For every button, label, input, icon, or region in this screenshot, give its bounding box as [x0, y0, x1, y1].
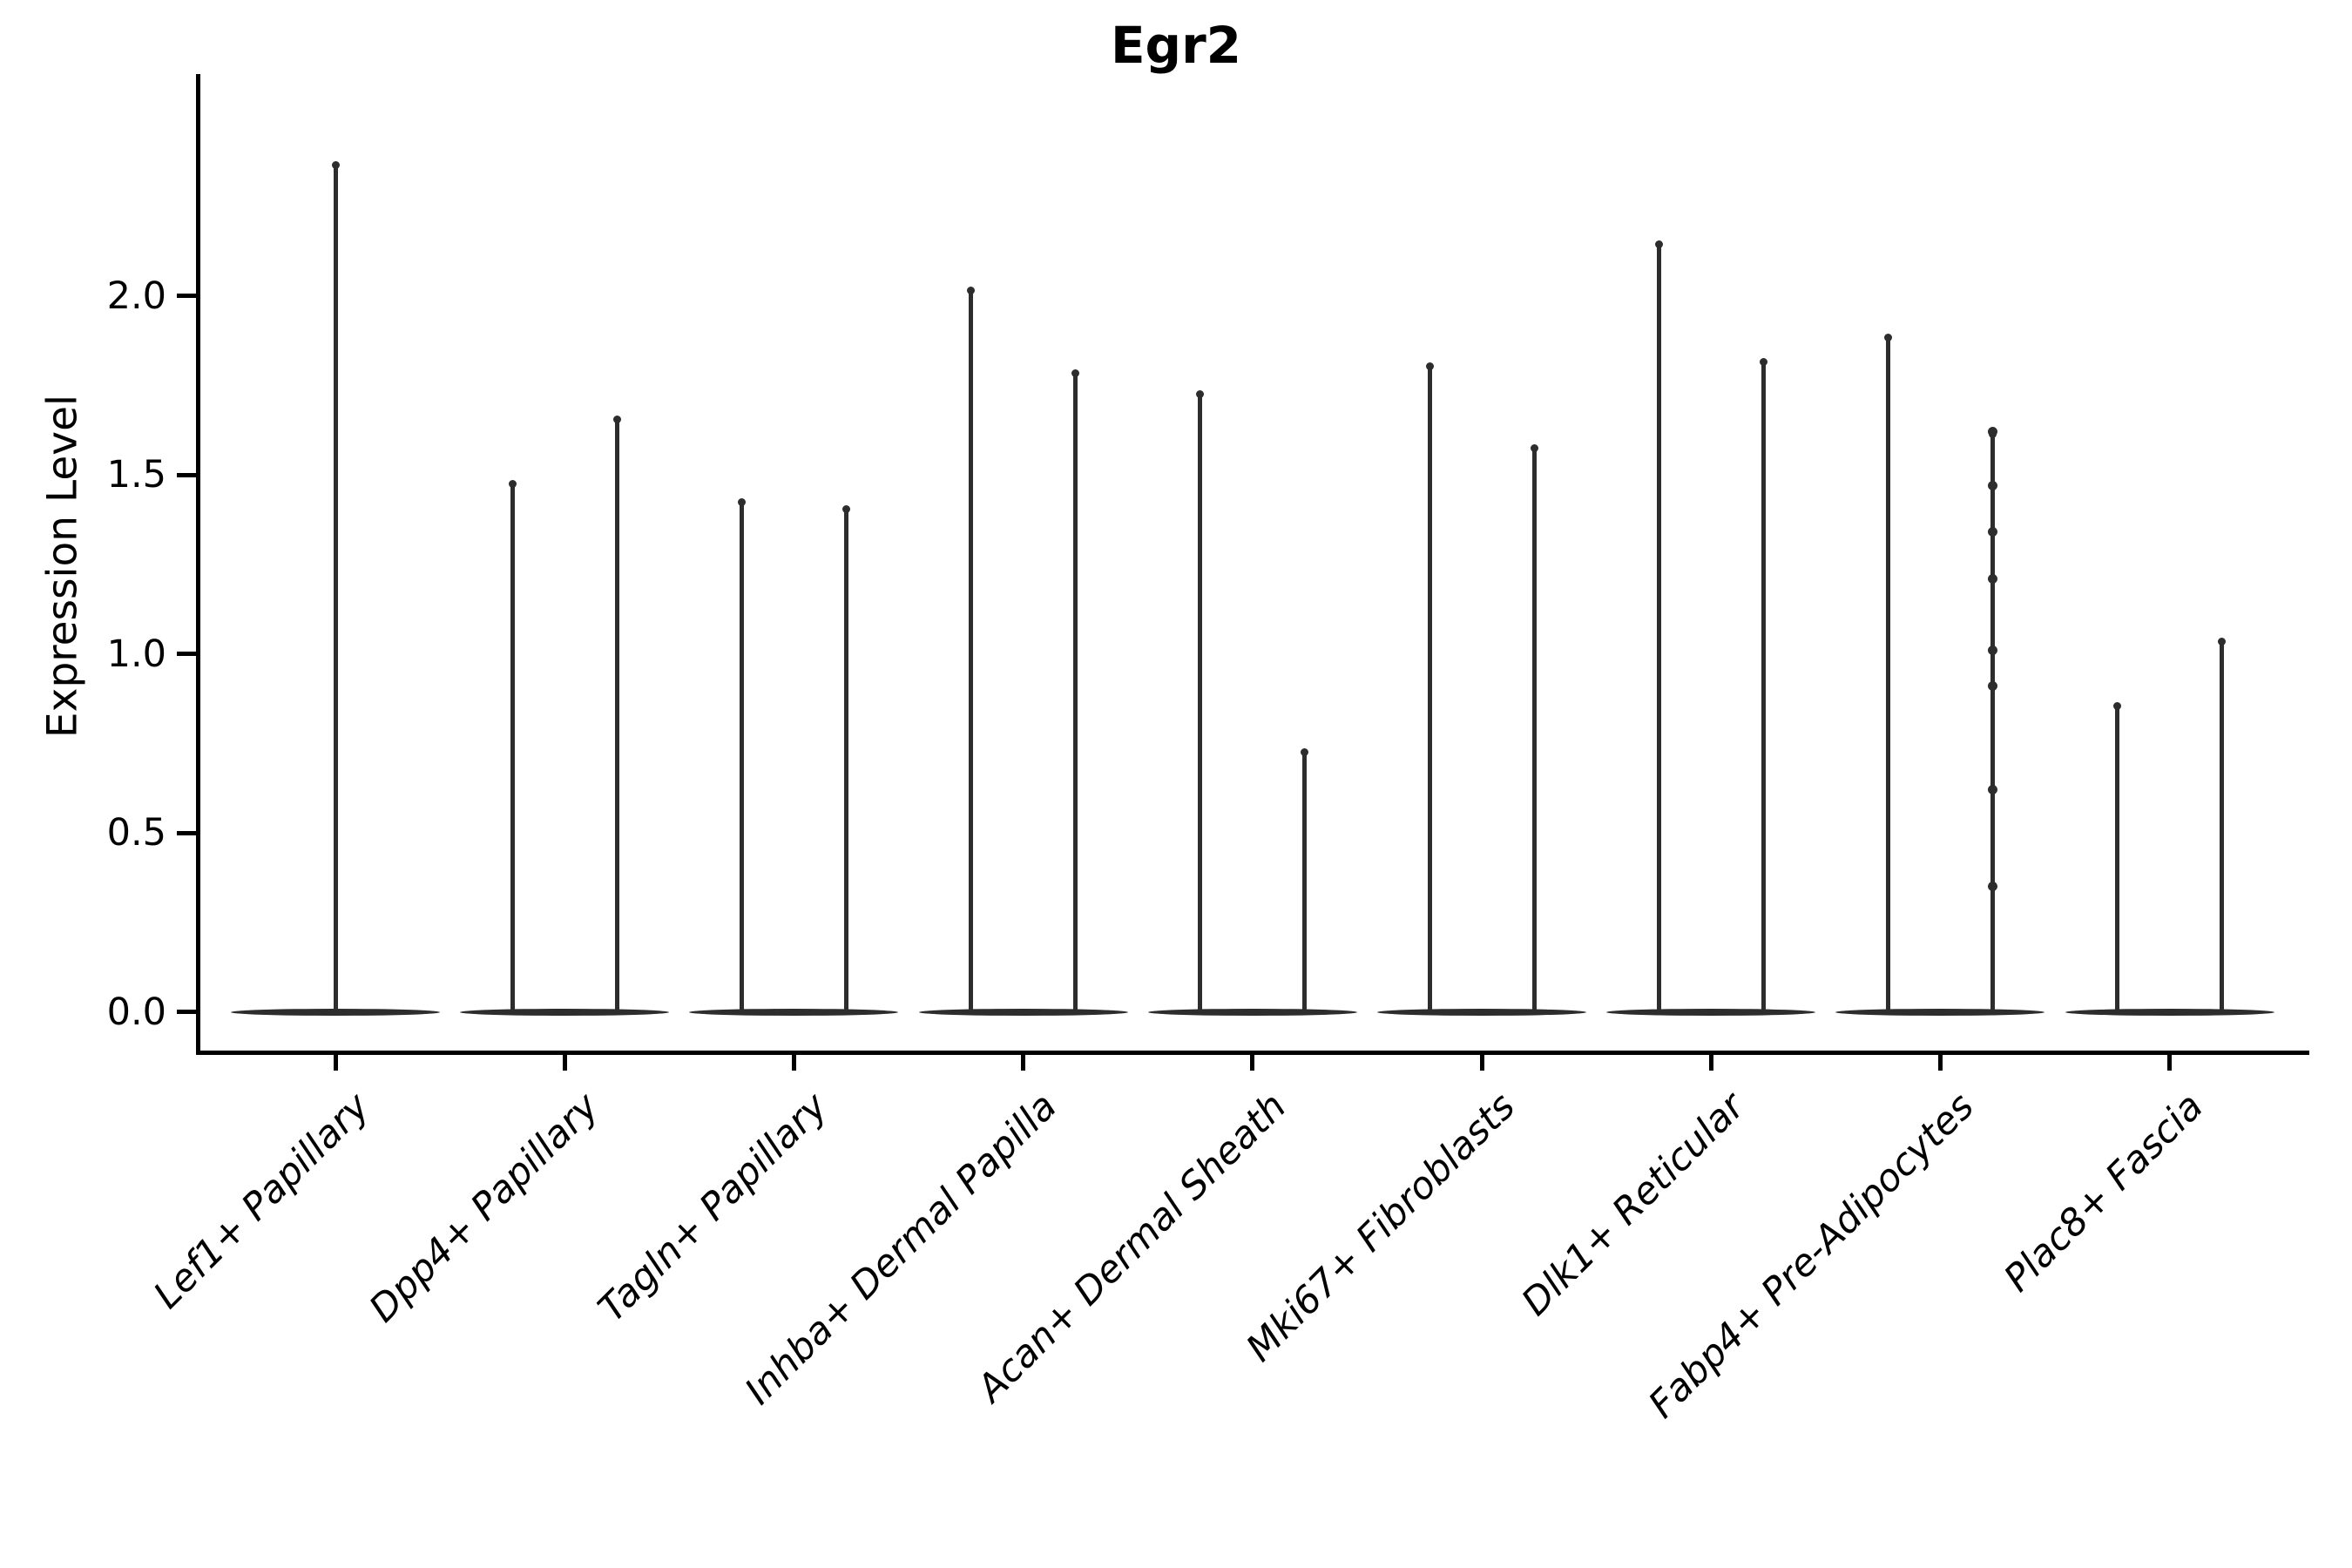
- y-tick: [177, 472, 196, 477]
- stem-cap: [331, 161, 340, 170]
- stem-cap: [1883, 333, 1892, 341]
- x-axis-spine: [196, 1051, 2309, 1055]
- violin-stem: [969, 288, 974, 1015]
- y-tick-label: 0.0: [106, 990, 166, 1034]
- data-point: [1987, 427, 1997, 437]
- y-axis-spine: [196, 74, 200, 1055]
- violin-base: [1377, 1008, 1586, 1016]
- violin-base: [1147, 1008, 1357, 1016]
- y-tick: [177, 830, 196, 835]
- data-point: [1987, 645, 1997, 655]
- x-tick-label: Lef1+ Papillary: [145, 1085, 378, 1318]
- data-point: [1987, 480, 1997, 490]
- stem-cap: [1425, 362, 1434, 370]
- y-tick-label: 0.5: [106, 811, 166, 855]
- stem-cap: [1530, 444, 1538, 453]
- stem-cap: [967, 287, 976, 295]
- y-tick-label: 1.5: [106, 453, 166, 497]
- violin-base: [2065, 1008, 2274, 1016]
- stem-cap: [1654, 240, 1663, 248]
- x-tick: [562, 1055, 567, 1071]
- y-tick: [177, 652, 196, 656]
- x-tick-label: Dlk1+ Reticular: [1513, 1085, 1754, 1325]
- data-point: [1987, 680, 1997, 691]
- stem-cap: [1196, 390, 1205, 399]
- data-point: [1987, 882, 1997, 892]
- violin-base: [460, 1008, 670, 1016]
- x-tick: [1708, 1055, 1713, 1071]
- violin-base: [1606, 1008, 1816, 1016]
- violin-stem: [1427, 363, 1432, 1015]
- violin-stem: [1761, 360, 1766, 1015]
- y-tick: [177, 1010, 196, 1014]
- stem-cap: [612, 416, 621, 424]
- stem-cap: [1301, 748, 1309, 757]
- violin-base: [689, 1008, 899, 1016]
- stem-cap: [508, 480, 517, 489]
- x-tick: [333, 1055, 338, 1071]
- x-tick-label: Plac8+ Fascia: [1996, 1085, 2213, 1301]
- violin-stem: [2115, 704, 2120, 1015]
- x-tick-label: Dpp4+ Papillary: [361, 1085, 607, 1331]
- violin-stem: [2220, 639, 2225, 1015]
- violin-stem: [1073, 370, 1078, 1015]
- violin-stem: [739, 499, 744, 1015]
- data-point: [1987, 785, 1997, 795]
- violin-stem: [1990, 431, 1995, 1015]
- violin-stem: [1885, 335, 1890, 1015]
- violin-base: [918, 1008, 1128, 1016]
- data-point: [1987, 573, 1997, 584]
- y-tick-label: 1.0: [106, 632, 166, 676]
- x-tick: [1479, 1055, 1484, 1071]
- y-tick-label: 2.0: [106, 274, 166, 318]
- stem-cap: [2113, 702, 2122, 711]
- y-axis-label: Expression Level: [38, 394, 87, 739]
- x-tick: [1250, 1055, 1255, 1071]
- violin-stem: [843, 506, 848, 1015]
- stem-cap: [2218, 638, 2227, 646]
- x-tick: [1021, 1055, 1026, 1071]
- violin-stem: [1656, 241, 1661, 1015]
- violin-stem: [510, 482, 515, 1015]
- violin-stem: [614, 417, 619, 1015]
- violin-base: [1835, 1008, 2045, 1016]
- x-tick-label: Tagln+ Papillary: [590, 1085, 836, 1331]
- y-tick: [177, 294, 196, 298]
- stem-cap: [841, 504, 850, 513]
- violin-stem: [333, 163, 338, 1015]
- data-point: [1987, 527, 1997, 537]
- x-tick-label: Mki67+ Fibroblasts: [1238, 1085, 1524, 1370]
- stem-cap: [1759, 358, 1767, 367]
- x-tick: [2167, 1055, 2173, 1071]
- stem-cap: [737, 497, 746, 506]
- violin-stem: [1302, 750, 1308, 1015]
- stem-cap: [1071, 368, 1080, 377]
- violin-stem: [1531, 446, 1537, 1015]
- x-tick: [1937, 1055, 1943, 1071]
- violin-stem: [1198, 392, 1203, 1015]
- x-tick: [791, 1055, 796, 1071]
- chart-title: Egr2: [1110, 16, 1242, 75]
